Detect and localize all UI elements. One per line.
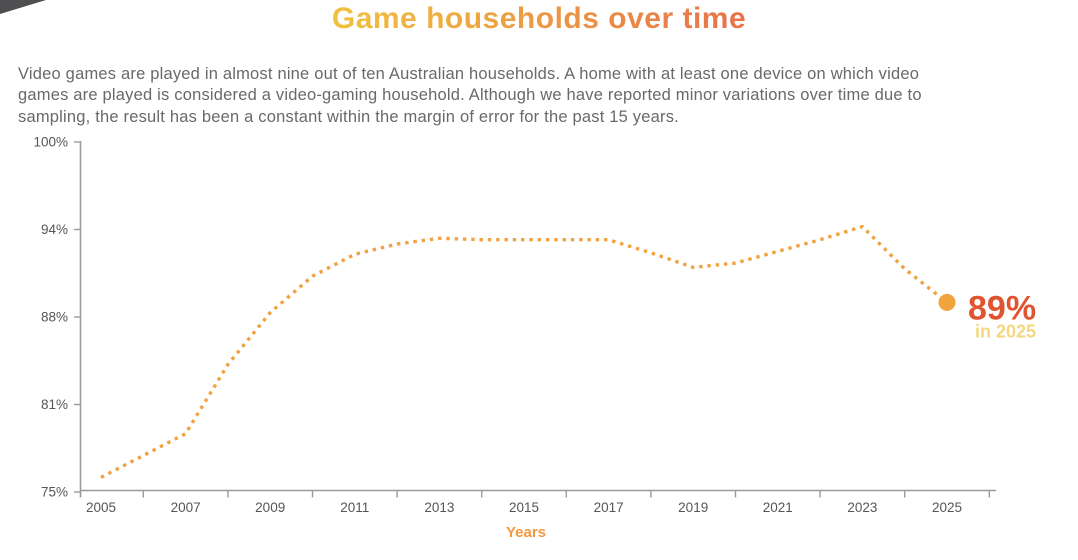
page-title: Game households over time xyxy=(331,2,747,35)
intro-line-2: games are played is considered a video-g… xyxy=(18,86,922,105)
y-tick-label: 88% xyxy=(41,310,68,325)
header: Game households over time xyxy=(0,2,1078,36)
x-tick-label: 2023 xyxy=(847,500,877,515)
y-tick-label: 75% xyxy=(41,485,68,500)
x-tick-label: 2019 xyxy=(678,500,708,515)
annotation-value: 89% xyxy=(968,289,1036,327)
corner-triangle xyxy=(0,0,46,14)
intro-paragraph: Video games are played in almost nine ou… xyxy=(18,64,1068,129)
intro-line-1: Video games are played in almost nine ou… xyxy=(18,64,920,83)
y-tick-label: 81% xyxy=(41,397,68,412)
y-tick-label: 94% xyxy=(41,222,68,237)
x-tick-label: 2005 xyxy=(86,500,116,515)
x-tick-label: 2011 xyxy=(340,500,369,515)
intro-line-3: sampling, the result has been a constant… xyxy=(18,108,679,127)
y-tick-label: 100% xyxy=(33,135,68,150)
households-dotted-line xyxy=(100,224,949,479)
x-axis-title: Years xyxy=(506,524,546,541)
x-tick-label: 2021 xyxy=(763,500,793,515)
x-tick-label: 2009 xyxy=(255,500,285,515)
x-tick-label: 2025 xyxy=(932,500,962,515)
x-tick-label: 2015 xyxy=(509,500,539,515)
corner-decoration xyxy=(0,0,46,14)
x-tick-label: 2013 xyxy=(424,500,454,515)
x-tick-label: 2017 xyxy=(594,500,624,515)
annotation-sublabel: in 2025 xyxy=(975,321,1036,341)
x-tick-label: 2007 xyxy=(171,500,201,515)
end-point-dot xyxy=(938,293,956,311)
